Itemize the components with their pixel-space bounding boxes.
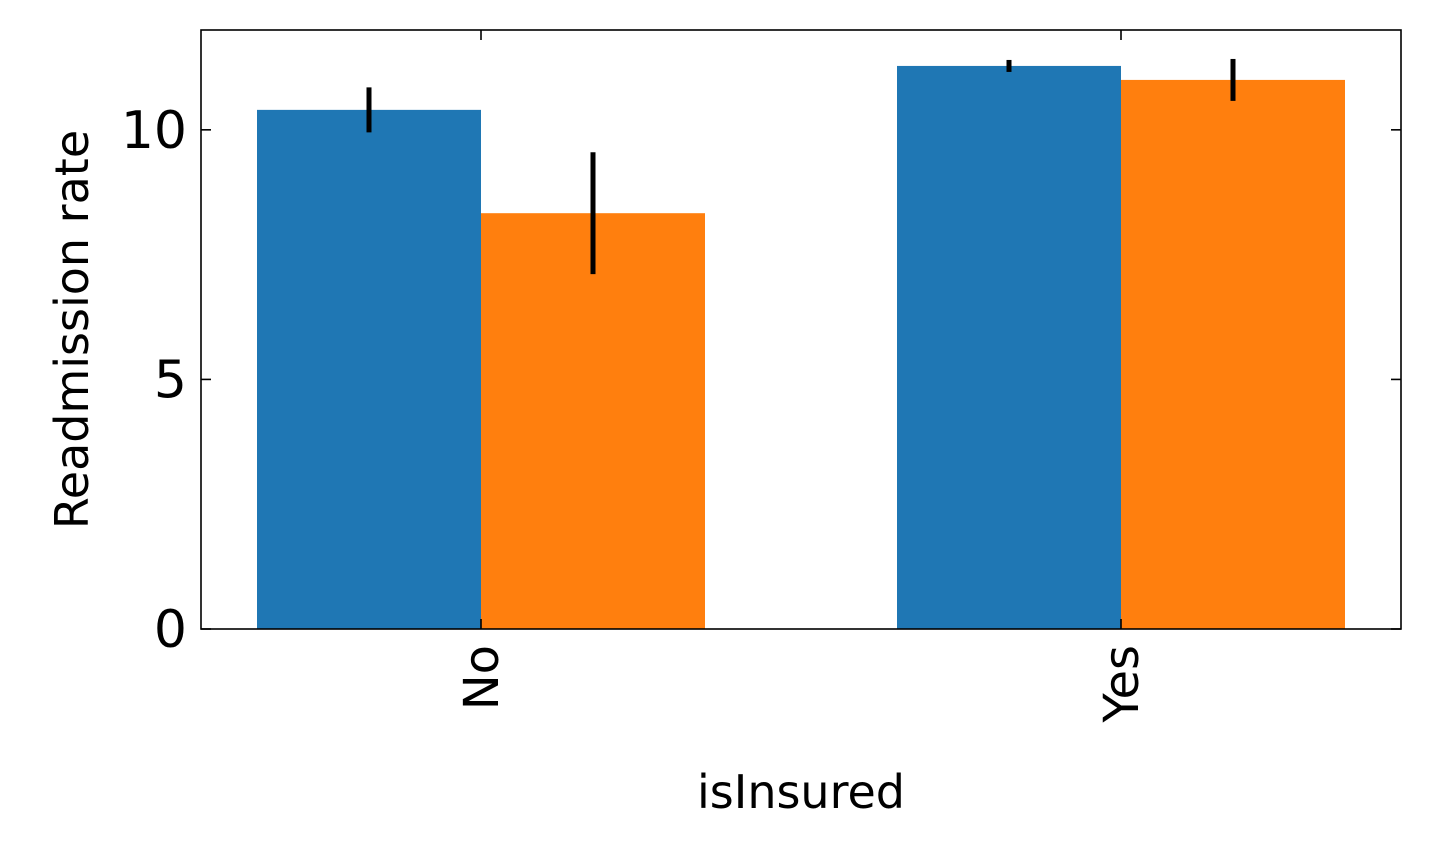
bar-series2-yes — [1121, 79, 1345, 629]
errorbars-layer — [366, 58, 1236, 275]
tick-labels-layer: 0 5 10 No Yes — [121, 101, 1150, 724]
ticks-layer — [201, 30, 1401, 630]
y-axis-label: Readmission rate — [45, 130, 99, 529]
y-tick-label: 5 — [154, 350, 187, 410]
y-tick-label: 0 — [154, 600, 187, 660]
x-tick-label-yes: Yes — [1094, 645, 1150, 723]
y-tick-label: 10 — [121, 101, 187, 161]
x-tick-label-no: No — [454, 645, 510, 710]
bar-series1-no — [257, 109, 481, 629]
x-axis-label: isInsured — [697, 765, 905, 819]
bar-series1-yes — [897, 65, 1121, 629]
plot-frame — [200, 29, 1402, 630]
bar-series2-no — [481, 213, 705, 630]
bars-layer — [257, 65, 1345, 630]
